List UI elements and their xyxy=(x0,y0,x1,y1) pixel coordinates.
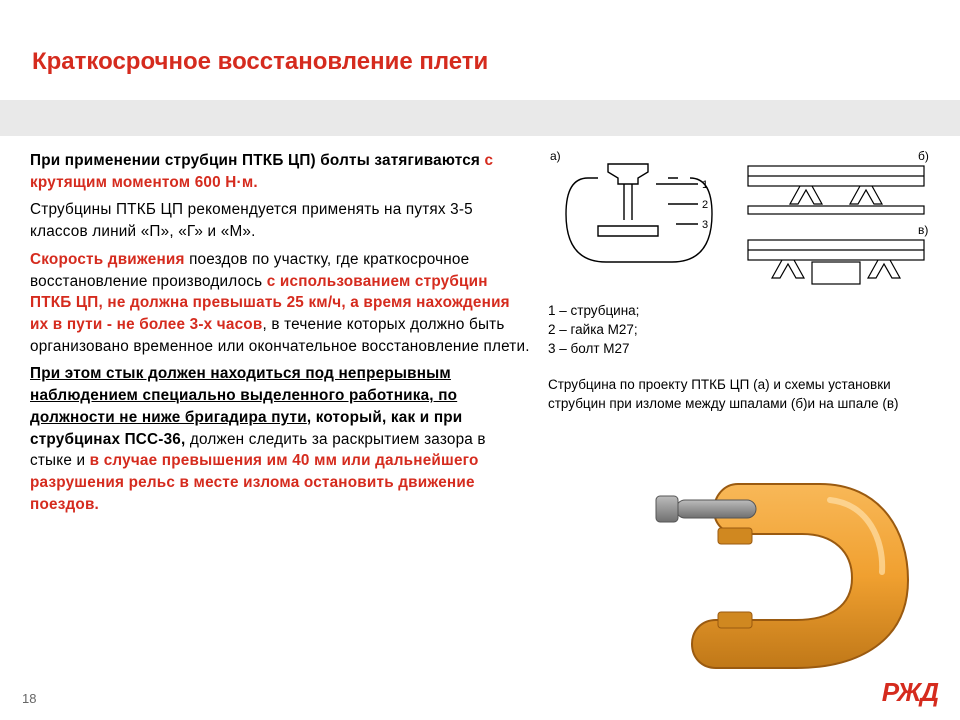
legend-item-2: 2 – гайка М27; xyxy=(548,321,934,340)
clamp-image xyxy=(620,460,920,680)
diagram-leader-3: 3 xyxy=(702,219,708,231)
diagram-legend: 1 – струбцина; 2 – гайка М27; 3 – болт М… xyxy=(548,302,934,359)
diagram-label-a: а) xyxy=(550,149,561,163)
diagram-caption: Струбцина по проекту ПТКБ ЦП (а) и схемы… xyxy=(548,376,934,414)
page-number: 18 xyxy=(22,691,36,706)
paragraph-2: Струбцины ПТКБ ЦП рекомендуется применят… xyxy=(30,199,532,242)
p1-a: При применении струбцин ПТКБ ЦП) болты з… xyxy=(30,152,480,169)
technical-diagram: а) 1 2 3 б) xyxy=(548,148,934,298)
rzd-logo: РЖД xyxy=(882,677,938,708)
legend-item-1: 1 – струбцина; xyxy=(548,302,934,321)
paragraph-4: При этом стык должен находиться под непр… xyxy=(30,363,532,515)
paragraph-1: При применении струбцин ПТКБ ЦП) болты з… xyxy=(30,150,532,193)
p4-d: в случае превышения им 40 мм или дальней… xyxy=(30,452,479,512)
paragraph-3: Скорость движения поездов по участку, гд… xyxy=(30,249,532,358)
diagram-label-b: б) xyxy=(918,149,929,163)
p3-a: Скорость движения xyxy=(30,251,185,268)
legend-item-3: 3 – болт М27 xyxy=(548,340,934,359)
body-text-column: При применении струбцин ПТКБ ЦП) болты з… xyxy=(30,150,532,522)
slide: Краткосрочное восстановление плети При п… xyxy=(0,0,960,720)
diagram-label-v: в) xyxy=(918,223,928,237)
diagram-leader-2: 2 xyxy=(702,199,708,211)
slide-title: Краткосрочное восстановление плети xyxy=(32,48,488,76)
diagram-leader-1: 1 xyxy=(702,179,708,191)
title-band xyxy=(0,100,960,136)
